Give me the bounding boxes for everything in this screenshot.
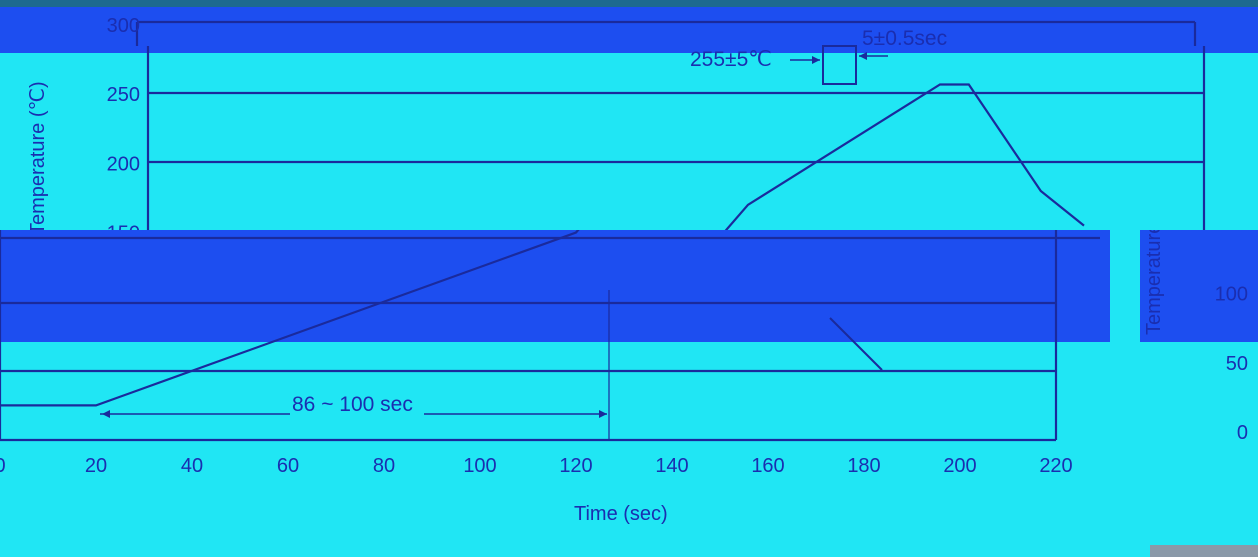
x-tick-label-160: 160: [751, 455, 784, 477]
reflow-profile-line: [724, 83, 1085, 230]
preheat-arrowhead-right: [599, 410, 607, 418]
chart-lower-strip: 86 ~ 100 sec 0 20 40 60 80 100 120 140 160 180 200…: [0, 230, 1140, 557]
y-tick-label-200: 200: [107, 153, 140, 175]
y-tick-label-right-50: 50: [1226, 353, 1248, 375]
x-tick-labels: 0 20 40 60 80 100 120 140 160 180 200 220: [0, 455, 1073, 477]
y-axis-title-right: Temperature (℃): [1143, 230, 1165, 335]
corner-gray-block: [1150, 545, 1258, 557]
preheat-time-label: 86 ~ 100 sec: [292, 393, 413, 416]
chart-lower-svg: 86 ~ 100 sec 0 20 40 60 80 100 120 140 160 180 200…: [0, 230, 1110, 525]
y-tick-labels-upper: 050100150200250300: [107, 15, 140, 230]
chart-upper-strip: 050100150200250300 255±5℃ 5±0.5sec Tempe…: [0, 0, 1258, 230]
x-tick-label-80: 80: [373, 455, 395, 477]
x-tick-label-200: 200: [943, 455, 976, 477]
right-edge-band: [1140, 230, 1258, 342]
peak-window-box: [822, 45, 857, 85]
x-tick-label-60: 60: [277, 455, 299, 477]
y-tick-label-150: 150: [107, 223, 140, 231]
y-tick-label-300: 300: [107, 15, 140, 37]
y-tick-label-right-100: 100: [1215, 284, 1248, 306]
x-tick-label-180: 180: [847, 455, 880, 477]
reflow-profile-line-lower: [0, 230, 580, 407]
x-axis-title: Time (sec): [574, 503, 668, 525]
peak-temp-label: 255±5℃: [690, 48, 772, 71]
chart-right-edge-svg: 0 50 100 Temperature (℃): [1140, 230, 1258, 557]
peak-temp-arrowhead: [812, 56, 820, 64]
header-band: [0, 7, 1258, 53]
y-tick-labels-right: 0 50 100: [1215, 284, 1248, 444]
x-tick-label-120: 120: [559, 455, 592, 477]
peak-time-arrowhead: [859, 52, 867, 60]
peak-time-label: 5±0.5sec: [862, 27, 947, 50]
x-tick-label-20: 20: [85, 455, 107, 477]
y-tick-label-250: 250: [107, 84, 140, 106]
x-tick-label-40: 40: [181, 455, 203, 477]
y-tick-label-right-0: 0: [1237, 422, 1248, 444]
chart-right-edge: 0 50 100 Temperature (℃): [1140, 230, 1258, 557]
cooling-tail-line: [829, 317, 883, 371]
preheat-arrowhead-left: [102, 410, 110, 418]
x-tick-label-0: 0: [0, 455, 6, 477]
x-tick-label-220: 220: [1039, 455, 1072, 477]
top-edge-bar: [0, 0, 1258, 7]
x-tick-label-140: 140: [655, 455, 688, 477]
y-axis-title-upper: Temperature (℃): [27, 81, 49, 230]
lower-band: [0, 230, 1110, 342]
x-tick-label-100: 100: [463, 455, 496, 477]
chart-upper-svg: 050100150200250300 255±5℃ 5±0.5sec Tempe…: [0, 0, 1258, 230]
